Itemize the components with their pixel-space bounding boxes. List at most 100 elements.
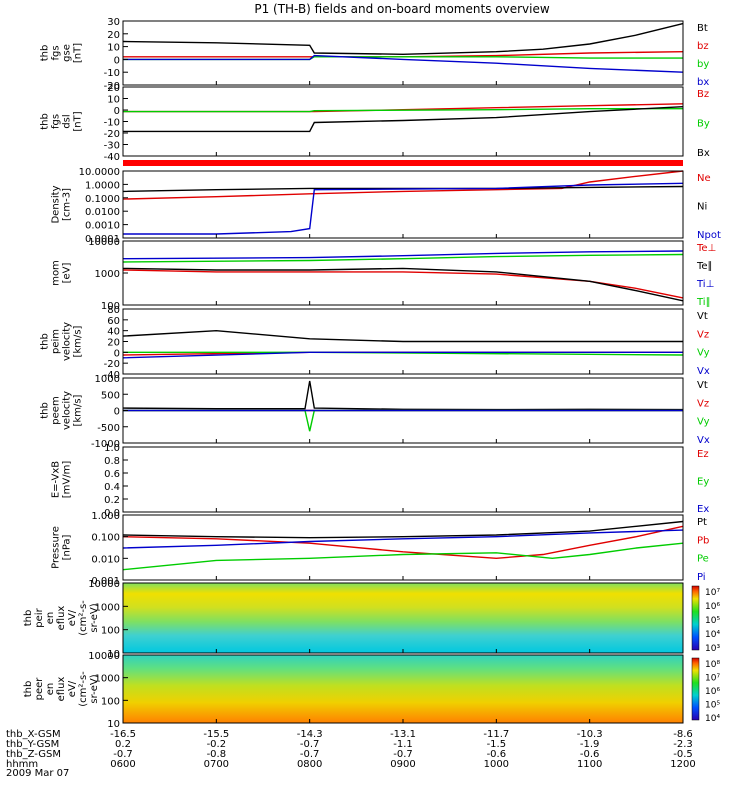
ytick-label: 80 — [107, 305, 120, 316]
ylabel-line: [km/s] — [73, 325, 84, 357]
plot-title: P1 (TH-B) fields and on-board moments ov… — [254, 2, 550, 16]
ylabel-line: E=-VxB — [51, 461, 62, 498]
coord-row-label: thb_Y-GSM — [6, 739, 59, 750]
ylabel-line: gse — [62, 44, 73, 62]
coord-value: 0900 — [390, 759, 415, 770]
ytick-label: 10 — [107, 719, 120, 730]
ytick-label: 0.0100 — [85, 207, 120, 218]
coord-value: -1.9 — [580, 739, 600, 750]
ylabel-line: thb — [40, 113, 51, 130]
coord-value: 0.2 — [115, 739, 131, 750]
ytick-label: -40 — [104, 370, 120, 381]
ylabel-line: velocity — [62, 322, 73, 361]
ylabel-line: thb — [40, 45, 51, 62]
coord-value: -0.7 — [393, 749, 413, 760]
ylabel-line: thb — [40, 402, 51, 419]
legend-peim_vel-3: Vx — [697, 366, 710, 377]
coord-value: 1000 — [484, 759, 509, 770]
ytick-label: 0.100 — [91, 533, 120, 544]
panel-peir_spec: thbpeirenefluxeV/(cm²-s-sr-eV) 10⁷ 10⁶ 10⁵ 1… — [23, 579, 720, 660]
spectrogram-peer_spec — [123, 655, 683, 723]
coord-value: 1100 — [577, 759, 602, 770]
legend-pressure-1: Pb — [697, 535, 709, 546]
ytick-label: 0.4 — [104, 482, 120, 493]
ytick-label: 10000 — [88, 579, 120, 590]
ylabel-line: thb — [23, 681, 34, 698]
ytick-label: 0.0001 — [85, 234, 120, 245]
ytick-label: 1.000 — [91, 511, 120, 522]
ylabel-peer_spec: thbpeerenefluxeV/(cm²-s-sr-eV) — [23, 671, 100, 707]
ytick-label: 0.6 — [104, 469, 120, 480]
coord-value: -14.3 — [297, 729, 323, 740]
series-density-Npot — [123, 182, 684, 235]
legend-fgs_gse-0: Bt — [697, 23, 708, 34]
coord-value: -2.3 — [673, 739, 693, 750]
panel-efield: E=-VxB[mV/m] 1.0 0.8 0.6 0.4 0.2 0.0 Ez Ey Ex — [51, 443, 710, 519]
legend-density-2: Npot — [697, 230, 721, 241]
ytick-label: 0.2 — [104, 495, 120, 506]
coord-row-label: thb_X-GSM — [6, 729, 61, 740]
ylabel-line: eflux — [56, 606, 67, 631]
ytick-label: 10 — [107, 43, 120, 54]
ytick-label: -30 — [104, 141, 120, 152]
legend-efield-0: Ez — [697, 449, 709, 460]
coord-value: -0.2 — [207, 739, 227, 750]
ytick-label: 20 — [107, 83, 120, 94]
ylabel-line: [nT] — [73, 111, 84, 131]
ytick-label: 0.001 — [91, 576, 120, 587]
series-peim_vel-Vx — [122, 351, 683, 359]
ytick-label: 0.0 — [104, 508, 120, 519]
legend-temp-0: Te⊥ — [696, 243, 716, 254]
panel-peer_spec: thbpeerenefluxeV/(cm²-s-sr-eV) 10⁸ 10⁷ 10⁶ 1… — [23, 651, 720, 730]
legend-pressure-2: Pe — [697, 554, 709, 565]
ytick-label: 10 — [107, 95, 120, 106]
ytick-label: 1.0 — [104, 443, 120, 454]
coord-value: -1.1 — [393, 739, 413, 750]
ylabel-line: sr-eV) — [89, 603, 100, 632]
series-fgs_dsl-By — [123, 107, 683, 113]
legend-efield-2: Ex — [697, 504, 709, 515]
ylabel-line: mom — [51, 260, 62, 286]
ytick-label: 10.0000 — [79, 167, 120, 178]
colorbar-tick: 10⁶ — [705, 687, 720, 697]
ylabel-efield: E=-VxB[mV/m] — [51, 461, 73, 499]
ylabel-peem_vel: thbpeemvelocity[km/s] — [40, 391, 84, 430]
legend-pressure-3: Pi — [697, 572, 706, 583]
colorbar-tick: 10⁵ — [705, 701, 720, 711]
colorbar-tick: 10⁴ — [705, 630, 720, 640]
frame-pressure — [122, 514, 684, 581]
coord-row-label: thb_Z-GSM — [6, 749, 61, 760]
coord-value: -0.6 — [487, 749, 507, 760]
ytick-label: 10000 — [88, 651, 120, 662]
legend-fgs_gse-1: bz — [697, 41, 709, 52]
legend-fgs_dsl-1: By — [697, 119, 710, 130]
coord-value: 0800 — [297, 759, 322, 770]
ytick-label: -500 — [97, 423, 120, 434]
ylabel-line: velocity — [62, 391, 73, 430]
legend-fgs_gse-2: by — [697, 59, 709, 70]
ytick-label: 0 — [114, 106, 120, 117]
series-pressure-Pt — [122, 520, 684, 539]
legend-temp-1: Te∥ — [696, 261, 713, 272]
ytick-label: 60 — [107, 316, 120, 327]
ylabel-line: fgs — [51, 114, 62, 129]
ylabel-temp: mom[eV] — [51, 260, 73, 286]
ytick-label: 0 — [114, 55, 120, 66]
ytick-label: 1000 — [95, 374, 120, 385]
colorbar-tick: 10⁸ — [705, 660, 720, 670]
ylabel-line: (cm²-s- — [78, 671, 89, 707]
ylabel-line: peir — [34, 607, 45, 627]
ylabel-line: dsl — [62, 114, 73, 128]
series-pressure-Pi — [122, 529, 684, 549]
coord-value: -13.1 — [390, 729, 416, 740]
legend-density-0: Ne — [697, 173, 711, 184]
ylabel-line: [km/s] — [73, 394, 84, 426]
colorbar-tick: 10⁶ — [705, 602, 720, 612]
series-peim_vel-Vt — [122, 329, 683, 343]
series-peem_vel-Vt — [122, 380, 684, 411]
ylabel-line: [cm-3] — [62, 188, 73, 221]
ylabel-pressure: Pressure[nPa] — [51, 526, 73, 569]
ytick-label: 30 — [107, 17, 120, 28]
ytick-label: 10000 — [88, 237, 120, 248]
